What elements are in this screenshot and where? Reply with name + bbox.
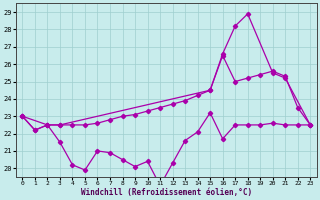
X-axis label: Windchill (Refroidissement éolien,°C): Windchill (Refroidissement éolien,°C) [81,188,252,197]
